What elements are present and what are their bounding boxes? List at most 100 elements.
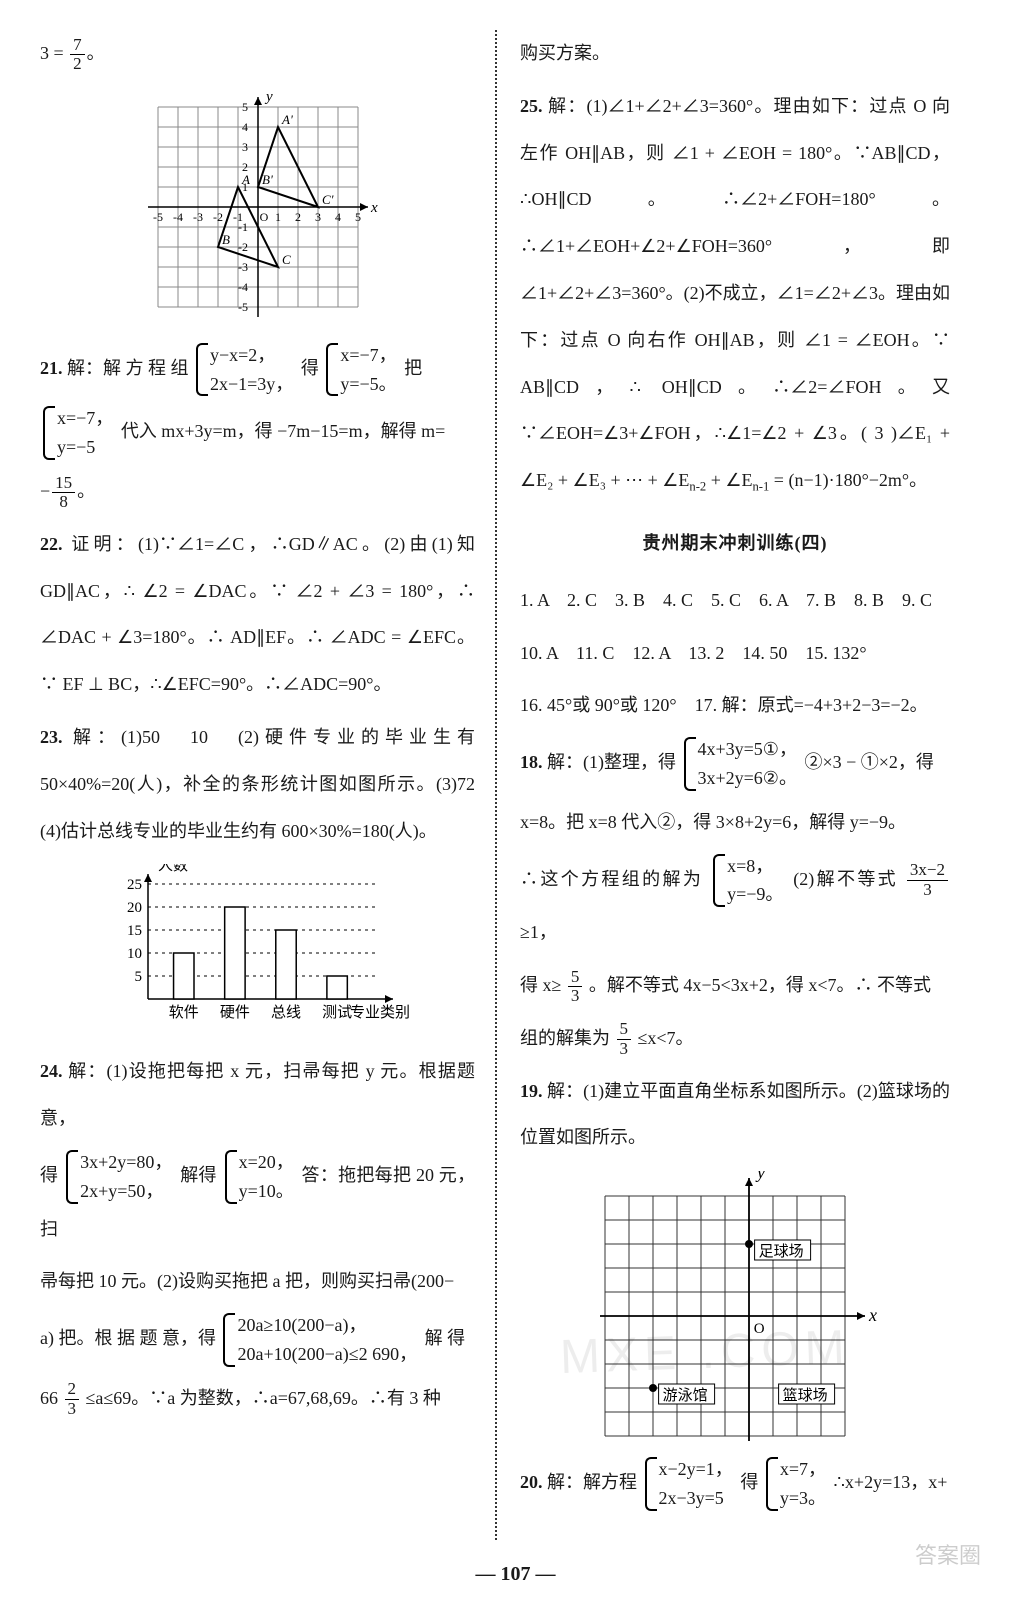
system: x−2y=1， 2x−3y=5: [645, 1455, 733, 1513]
q-number: 19.: [520, 1081, 543, 1101]
svg-text:5: 5: [242, 100, 248, 114]
svg-text:-5: -5: [153, 210, 163, 224]
q18-cont3: 得 x≥ 5 3 。解不等式 4x−5<3x+2，得 x<7。∴ 不等式: [520, 962, 950, 1009]
q24: 24. 解：(1)设拖把每把 x 元，扫帚每把 y 元。根据题意，: [40, 1048, 475, 1142]
svg-text:y: y: [755, 1171, 765, 1182]
svg-text:足球场: 足球场: [759, 1243, 804, 1260]
fraction: 7 2: [70, 36, 85, 74]
q-number: 25.: [520, 96, 543, 116]
q-body: 证明：(1)∵∠1=∠C，∴GD∥AC。(2)由(1)知 GD∥AC，∴ ∠2 …: [40, 534, 475, 694]
svg-text:人数: 人数: [158, 864, 188, 874]
answers-row-1: 1. A 2. C 3. B 4. C 5. C 6. A 7. B 8. B …: [520, 577, 950, 624]
svg-text:专业类别: 专业类别: [350, 1004, 410, 1021]
q24-cont1: 得 3x+2y=80， 2x+y=50， 解得 x=20， y=10。 答：拖把…: [40, 1148, 475, 1252]
q-number: 23.: [40, 727, 63, 747]
q18-cont4: 组的解集为 5 3 ≤x<7。: [520, 1015, 950, 1062]
svg-text:25: 25: [127, 877, 142, 893]
svg-text:1: 1: [275, 210, 281, 224]
svg-text:篮球场: 篮球场: [783, 1386, 828, 1404]
answers-row-3: 16. 45°或 90°或 120° 17. 解：原式=−4+3+2−3=−2。: [520, 682, 950, 729]
svg-text:-3: -3: [193, 210, 203, 224]
svg-text:游泳馆: 游泳馆: [663, 1387, 708, 1404]
continuation: 购买方案。: [520, 30, 950, 77]
bar-chart: 5 10 15 20 25 软件 硬件 总线 测试 人数专业类别: [40, 864, 475, 1034]
q23: 23. 解：(1)50 10 (2)硬件专业的毕业生有 50×40%=20(人)…: [40, 714, 475, 854]
fraction: 5 3: [568, 968, 583, 1006]
q18-cont1: x=8。把 x=8 代入②，得 3×8+2y=6，解得 y=−9。: [520, 799, 950, 846]
q-number: 22.: [40, 534, 63, 554]
q25: 25. 解：(1)∠1+∠2+∠3=360°。理由如下：过点 O 向左作 OH∥…: [520, 83, 950, 504]
svg-text:x: x: [868, 1305, 877, 1325]
q24-cont4: 66 2 3 ≤a≤69。∵a 为整数，∴a=67,68,69。∴有 3 种: [40, 1375, 475, 1422]
q-number: 21.: [40, 358, 63, 378]
svg-text:-2: -2: [213, 210, 223, 224]
q21-cont: x=−7， y=−5 代入 mx+3y=m，得 −7m−15=m，解得 m=: [40, 404, 475, 462]
svg-text:-5: -5: [238, 300, 248, 314]
svg-text:软件: 软件: [168, 1004, 198, 1021]
svg-text:硬件: 硬件: [219, 1004, 249, 1021]
system: x=20， y=10。: [225, 1148, 294, 1206]
fraction: 3x−2 3: [907, 861, 948, 899]
svg-text:y: y: [264, 89, 273, 105]
text: 3 =: [40, 43, 64, 63]
q19: 19. 解：(1)建立平面直角坐标系如图所示。(2)篮球场的位置如图所示。: [520, 1068, 950, 1162]
left-column: 3 = 7 2 。 x y -5-4-3-2-1O12345: [40, 30, 495, 1519]
svg-text:B': B': [262, 172, 273, 187]
system: 20a≥10(200−a)， 20a+10(200−a)≤2 690，: [223, 1311, 417, 1369]
q20: 20. 解：解方程 x−2y=1， 2x−3y=5 得 x=7， y=3。 ∴x…: [520, 1455, 950, 1513]
system: x=−7， y=−5: [43, 404, 113, 462]
q-body: 解：(1)50 10 (2)硬件专业的毕业生有 50×40%=20(人)，补全的…: [40, 727, 493, 841]
fraction: 5 3: [617, 1020, 632, 1058]
map-grid: x y 足球场 O 游泳馆 篮球场: [520, 1171, 950, 1441]
svg-text:15: 15: [127, 923, 142, 939]
system: y−x=2， 2x−1=3y，: [196, 341, 293, 399]
system: 4x+3y=5①， 3x+2y=6②。: [684, 735, 797, 793]
svg-text:4: 4: [242, 120, 248, 134]
svg-text:3: 3: [242, 140, 248, 154]
svg-text:5: 5: [134, 969, 142, 985]
q18: 18. 解：(1)整理，得 4x+3y=5①， 3x+2y=6②。 ②×3 − …: [520, 735, 950, 793]
svg-text:C': C': [322, 192, 334, 207]
svg-text:x: x: [370, 200, 378, 216]
page-number: 107: [0, 1563, 1031, 1586]
svg-text:-4: -4: [173, 210, 183, 224]
coordinate-grid-1: x y -5-4-3-2-1O12345-5-4-3-2-112345 A'AB…: [40, 87, 475, 327]
section-title: 贵州期末冲刺训练(四): [520, 520, 950, 567]
q-number: 20.: [520, 1472, 543, 1492]
svg-text:O: O: [259, 210, 268, 224]
svg-text:4: 4: [335, 210, 341, 224]
q24-cont3: a) 把。根 据 题 意，得 20a≥10(200−a)， 20a+10(200…: [40, 1311, 475, 1369]
fraction: 2 3: [65, 1380, 80, 1418]
svg-text:20: 20: [127, 900, 142, 916]
svg-text:B: B: [222, 232, 230, 247]
svg-text:测试: 测试: [322, 1004, 352, 1021]
svg-text:A: A: [241, 172, 250, 187]
svg-text:5: 5: [355, 210, 361, 224]
system: 3x+2y=80， 2x+y=50，: [66, 1148, 172, 1206]
system: x=7， y=3。: [766, 1455, 826, 1513]
q22: 22. 证明：(1)∵∠1=∠C，∴GD∥AC。(2)由(1)知 GD∥AC，∴…: [40, 521, 475, 708]
fraction: 15 8: [52, 474, 75, 512]
eq-top: 3 = 7 2 。: [40, 30, 475, 77]
q24-cont2: 帚每把 10 元。(2)设购买拖把 a 把，则购买扫帚(200−: [40, 1258, 475, 1305]
svg-text:2: 2: [295, 210, 301, 224]
svg-text:-4: -4: [238, 280, 248, 294]
svg-text:-3: -3: [238, 260, 248, 274]
svg-text:O: O: [754, 1321, 765, 1337]
right-column: 购买方案。 25. 解：(1)∠1+∠2+∠3=360°。理由如下：过点 O 向…: [495, 30, 950, 1519]
q21: 21. 解：解 方 程 组 y−x=2， 2x−1=3y， 得 x=−7， y=…: [40, 341, 475, 399]
q-number: 18.: [520, 752, 543, 772]
svg-text:C: C: [282, 252, 291, 267]
svg-text:-1: -1: [238, 220, 248, 234]
q-number: 24.: [40, 1061, 63, 1081]
svg-text:总线: 总线: [270, 1004, 300, 1021]
system: x=8， y=−9。: [713, 852, 783, 910]
system: x=−7， y=−5。: [326, 341, 396, 399]
answers-row-2: 10. A 11. C 12. A 13. 2 14. 50 15. 132°: [520, 630, 950, 677]
svg-text:-2: -2: [238, 240, 248, 254]
column-divider: [495, 30, 497, 1540]
q21-result: − 15 8 。: [40, 468, 475, 515]
q18-cont2: ∴这个方程组的解为 x=8， y=−9。 (2)解不等式 3x−2 3 ≥1，: [520, 852, 950, 956]
svg-text:10: 10: [127, 946, 142, 962]
svg-text:A': A': [281, 112, 293, 127]
